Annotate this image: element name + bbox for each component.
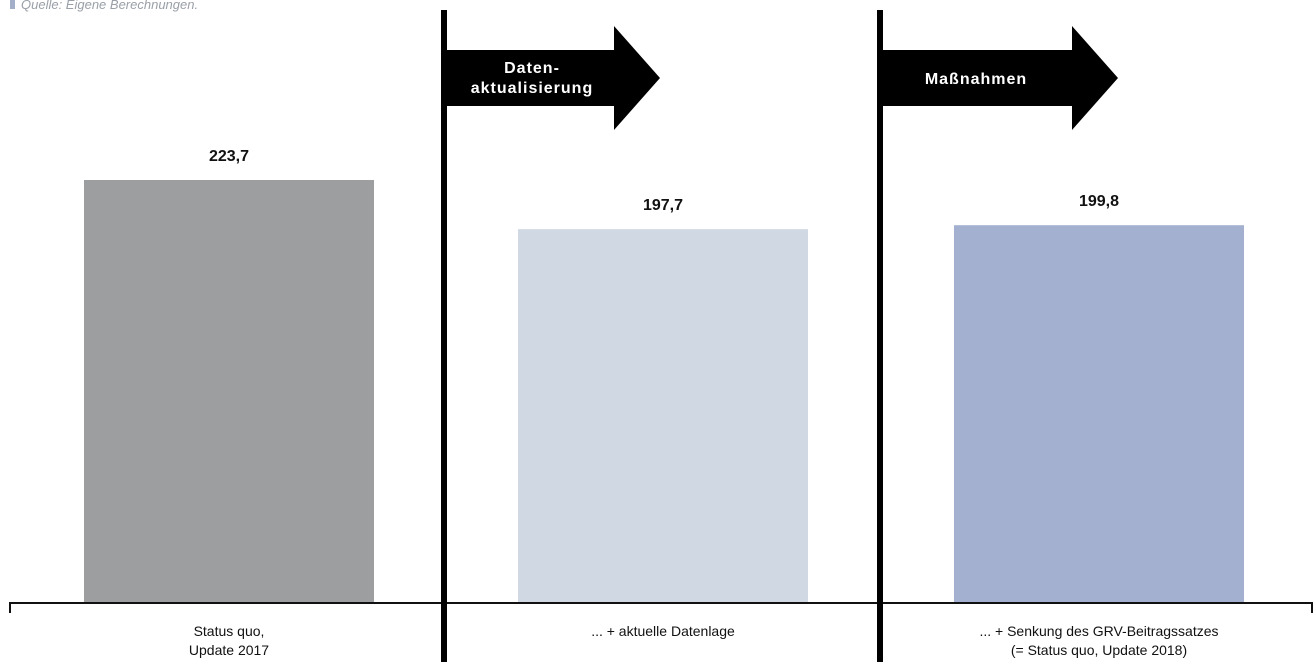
bar-1	[84, 180, 374, 603]
transition-label-1: Daten-aktualisierung	[471, 60, 593, 97]
category-label-3: ... + Senkung des GRV-Beitragssatzes (= S…	[979, 623, 1218, 658]
source-note: Quelle: Eigene Berechnungen.	[10, 0, 198, 12]
transition-arrow-2	[883, 26, 1118, 130]
source-marker	[10, 0, 15, 9]
bar-3	[954, 225, 1244, 603]
category-label-1: Status quo, Update 2017	[189, 623, 269, 658]
category-label-2: ... + aktuelle Datenlage	[591, 623, 735, 639]
value-label-1: 223,7	[209, 148, 249, 165]
transition-arrow-1	[447, 26, 660, 130]
value-label-3: 199,8	[1079, 193, 1119, 210]
source-note-text: Quelle: Eigene Berechnungen.	[21, 0, 199, 12]
transition-label-2: Maßnahmen	[925, 71, 1027, 88]
bar-2	[518, 229, 808, 603]
value-label-2: 197,7	[643, 197, 683, 214]
